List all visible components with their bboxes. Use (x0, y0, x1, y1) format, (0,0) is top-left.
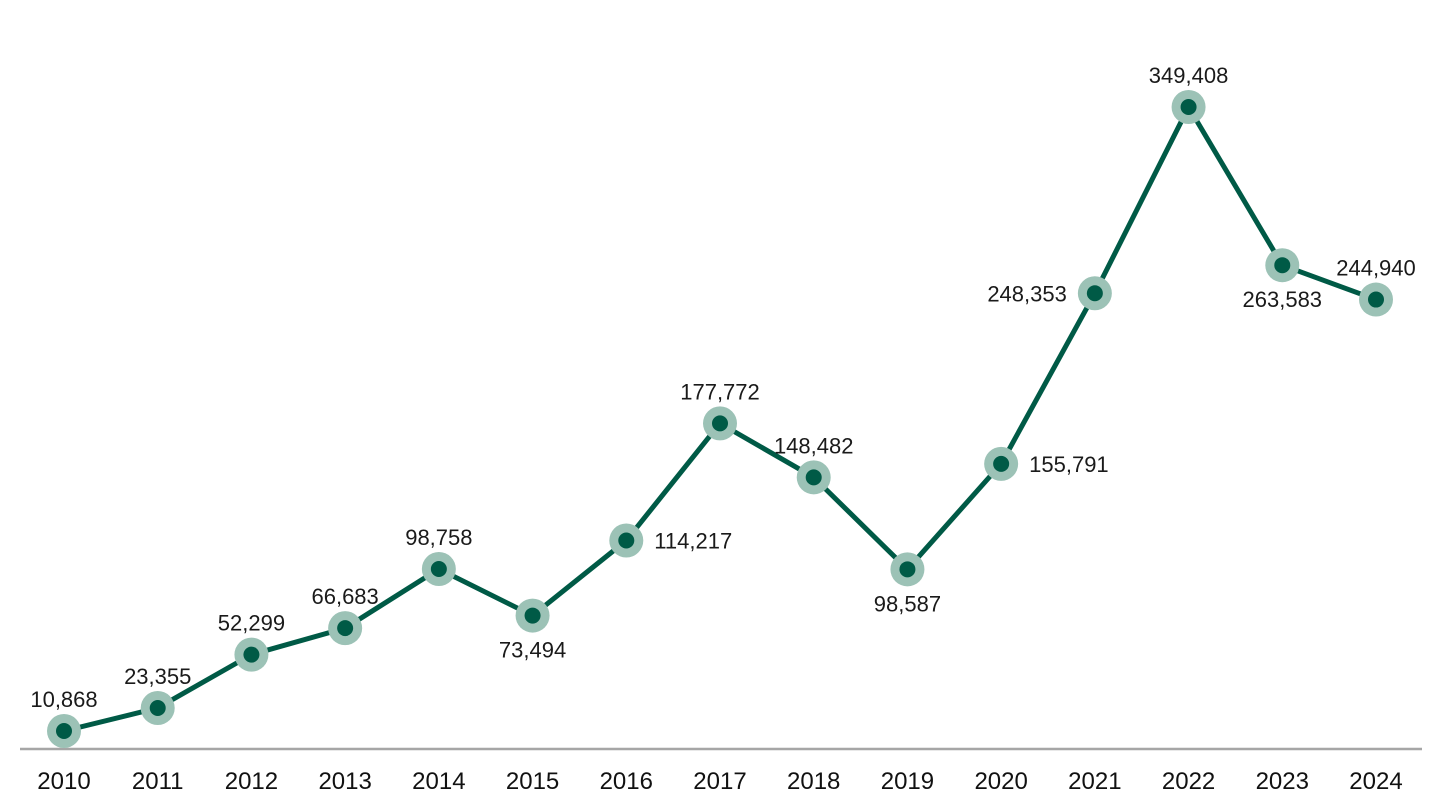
x-tick-labels: 2010 2011 2012 2013 2014 2015 2016 2017 2018 2019… (37, 768, 1402, 795)
data-label-2024: 244,940 (1336, 256, 1416, 281)
data-label-2022: 349,408 (1149, 63, 1229, 88)
data-point-2017 (712, 415, 728, 432)
data-label-2014: 98,758 (405, 525, 472, 550)
x-tick-label-2017: 2017 (693, 768, 746, 795)
data-label-2021: 248,353 (987, 281, 1067, 306)
data-label-2023: 263,583 (1243, 287, 1323, 312)
x-tick-label-2015: 2015 (506, 768, 559, 795)
x-tick-label-2020: 2020 (974, 768, 1027, 795)
x-tick-label-2016: 2016 (600, 768, 653, 795)
data-point-2024 (1368, 291, 1384, 308)
data-label-2016: 114,217 (654, 529, 732, 554)
x-tick-label-2018: 2018 (787, 768, 840, 795)
data-label-2013: 66,683 (311, 584, 378, 609)
x-tick-label-2023: 2023 (1256, 768, 1309, 795)
series-markers (47, 90, 1393, 748)
x-tick-label-2024: 2024 (1349, 768, 1402, 795)
data-labels: 10,868 23,355 52,299 66,683 98,758 73,494 114,… (30, 63, 1415, 712)
data-point-2018 (805, 469, 822, 486)
data-label-2020: 155,791 (1029, 452, 1109, 477)
x-tick-label-2019: 2019 (881, 768, 934, 795)
data-label-2012: 52,299 (218, 611, 285, 636)
data-point-2021 (1086, 285, 1103, 302)
data-label-2018: 148,482 (774, 433, 854, 458)
x-tick-label-2010: 2010 (37, 768, 90, 795)
data-label-2015: 73,494 (499, 638, 566, 663)
x-tick-label-2011: 2011 (132, 768, 184, 795)
data-label-2019: 98,587 (874, 591, 941, 616)
x-tick-label-2013: 2013 (318, 768, 371, 795)
data-point-2023 (1274, 257, 1291, 274)
data-point-2020 (993, 455, 1010, 472)
data-point-2022 (1180, 99, 1197, 115)
data-label-2010: 10,868 (30, 687, 97, 712)
x-tick-label-2014: 2014 (412, 768, 465, 795)
data-point-2010 (56, 723, 72, 739)
data-point-2019 (899, 561, 916, 578)
data-point-2014 (430, 561, 447, 578)
x-tick-label-2021: 2021 (1068, 768, 1121, 795)
data-point-2011 (149, 699, 166, 716)
data-label-2011: 23,355 (124, 664, 191, 689)
data-point-2012 (243, 646, 260, 663)
data-point-2013 (337, 620, 354, 637)
data-point-2015 (524, 607, 541, 624)
data-point-2016 (618, 532, 635, 549)
x-tick-label-2012: 2012 (225, 768, 278, 795)
data-label-2017: 177,772 (680, 379, 760, 404)
x-tick-label-2022: 2022 (1162, 768, 1215, 795)
